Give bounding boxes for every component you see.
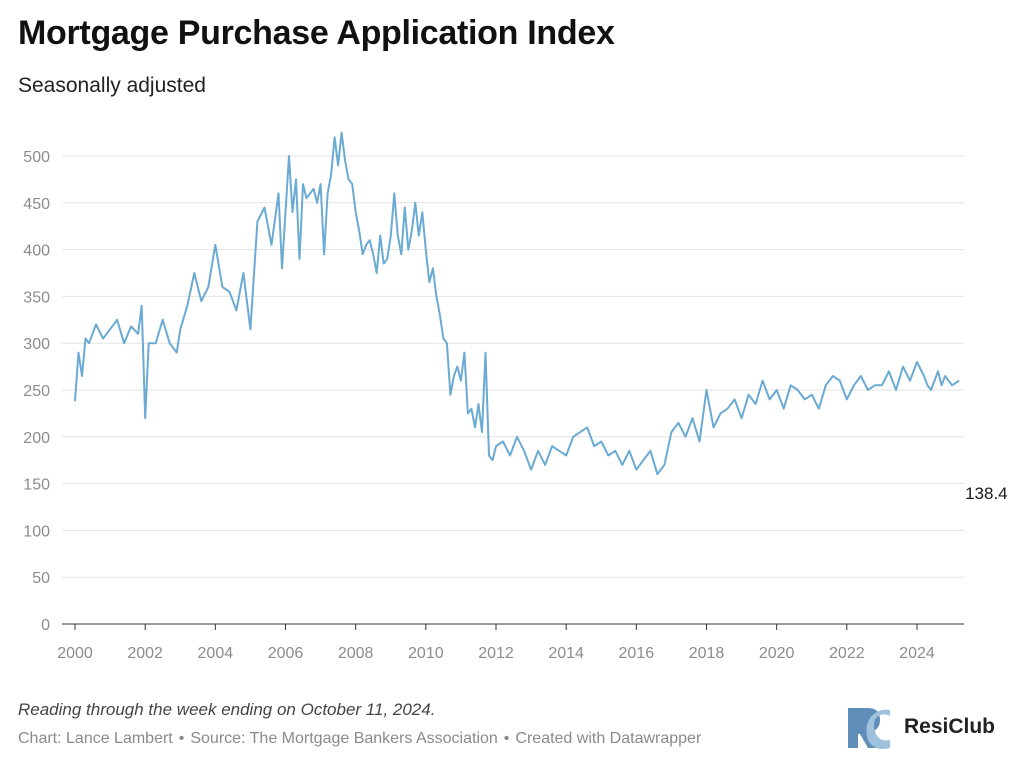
y-tick-label: 0 — [41, 617, 50, 634]
x-tick-label: 2002 — [127, 645, 163, 662]
y-tick-label: 500 — [23, 149, 50, 166]
source-note: Source: The Mortgage Bankers Association — [190, 730, 498, 747]
y-tick-label: 50 — [32, 570, 50, 587]
y-tick-label: 300 — [23, 336, 50, 353]
separator: • — [503, 730, 510, 747]
y-tick-label: 350 — [23, 289, 50, 306]
end-value-label: 138.4 — [965, 484, 1008, 503]
series-group — [74, 131, 960, 476]
x-tick-label: 2012 — [478, 645, 514, 662]
separator: • — [178, 730, 185, 747]
x-tick-label: 2018 — [689, 645, 725, 662]
x-tick-label: 2004 — [198, 645, 234, 662]
x-axis: 2000 2002 2004 2006 2008 2010 2012 2014 2016 2018… — [57, 624, 935, 662]
x-tick-label: 2014 — [548, 645, 584, 662]
chart-subtitle: Seasonally adjusted — [18, 74, 206, 97]
y-tick-label: 100 — [23, 523, 50, 540]
chart-credit: Chart: Lance Lambert — [18, 730, 173, 747]
x-tick-label: 2024 — [899, 645, 935, 662]
y-tick-label: 400 — [23, 243, 50, 260]
created-with-note: Created with Datawrapper — [515, 730, 702, 747]
x-tick-label: 2008 — [338, 645, 374, 662]
chart-title: Mortgage Purchase Application Index — [18, 14, 615, 52]
series-line — [74, 131, 960, 476]
y-tick-label: 200 — [23, 430, 50, 447]
x-tick-label: 2020 — [759, 645, 795, 662]
brand-logo: ResiClub — [846, 704, 995, 750]
reading-note: Reading through the week ending on Octob… — [18, 700, 436, 719]
y-tick-label: 450 — [23, 196, 50, 213]
chart-footer: Chart: Lance Lambert • Source: The Mortgag… — [18, 730, 701, 748]
brand-name: ResiClub — [904, 715, 996, 738]
y-tick-label: 150 — [23, 477, 50, 494]
y-tick-label: 250 — [23, 383, 50, 400]
resiclub-rc-logo-icon — [848, 708, 890, 749]
x-tick-label: 2006 — [268, 645, 304, 662]
gridlines — [62, 155, 964, 578]
y-axis: 0 50 100 150 200 250 300 350 400 450 500 — [23, 149, 50, 634]
x-tick-label: 2000 — [57, 645, 93, 662]
x-tick-label: 2022 — [829, 645, 865, 662]
x-tick-label: 2016 — [619, 645, 655, 662]
x-tick-label: 2010 — [408, 645, 444, 662]
